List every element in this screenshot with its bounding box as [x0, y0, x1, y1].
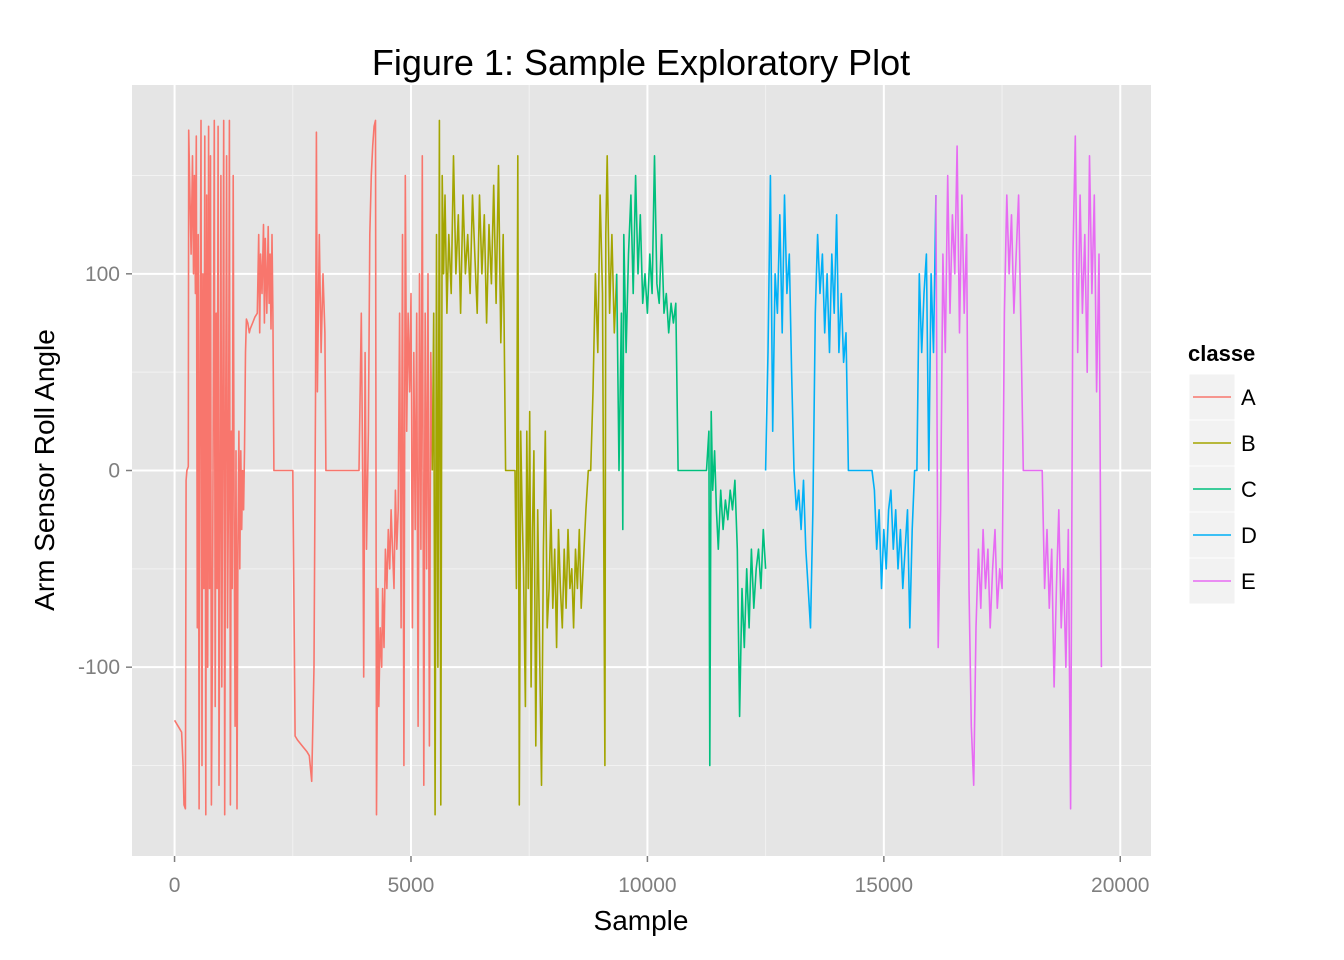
x-axis-ticks: 0 5000 10000 15000 20000 [169, 856, 1149, 897]
y-axis-ticks: -100 0 100 [78, 263, 132, 679]
legend-label-a: A [1241, 385, 1256, 410]
x-tick-label: 15000 [855, 874, 913, 897]
series-line-e [935, 135, 1103, 810]
series-line-b [431, 119, 618, 816]
y-tick-label: 0 [108, 460, 120, 483]
legend-label-c: C [1241, 477, 1257, 502]
x-tick-label: 20000 [1091, 874, 1149, 897]
legend-label-b: B [1241, 431, 1256, 456]
legend-title: classe [1188, 341, 1255, 366]
y-tick-label: -100 [78, 656, 120, 679]
x-tick-label: 5000 [388, 874, 435, 897]
series-line-c [615, 155, 767, 767]
chart-title: Figure 1: Sample Exploratory Plot [372, 42, 910, 83]
series-line-d [764, 174, 937, 629]
x-axis-title: Sample [594, 905, 689, 936]
series-layer [173, 119, 1103, 816]
x-tick-label: 0 [169, 874, 181, 897]
y-tick-label: 100 [85, 263, 120, 286]
legend-label-d: D [1241, 523, 1257, 548]
x-tick-label: 10000 [618, 874, 676, 897]
legend-label-e: E [1241, 569, 1256, 594]
series-line-a [173, 119, 434, 816]
y-axis-title: Arm Sensor Roll Angle [29, 329, 60, 611]
